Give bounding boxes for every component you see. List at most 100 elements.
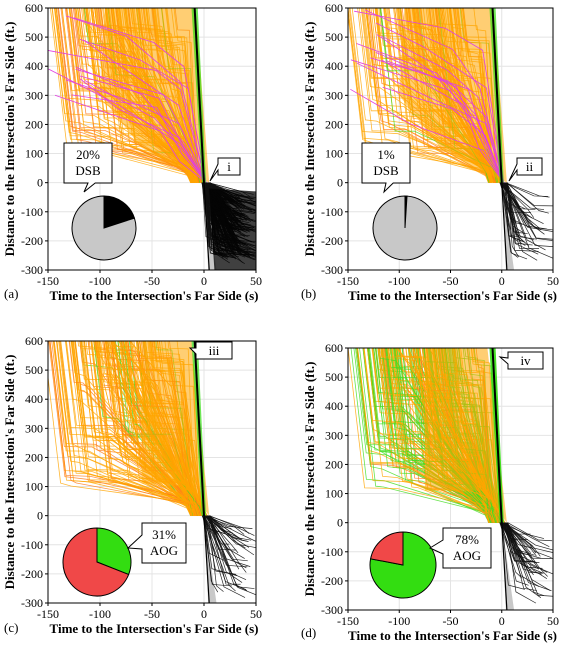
x-tick-label: -100 — [89, 607, 111, 621]
departure-wedge — [501, 522, 515, 610]
trajectory-line — [506, 522, 542, 559]
x-tick-label: 50 — [547, 614, 559, 628]
trajectory-line — [65, 79, 207, 183]
trajectory-layer — [48, 8, 256, 270]
y-tick-label: 100 — [25, 480, 43, 494]
pie-slice — [103, 195, 136, 229]
y-tick-label: 600 — [325, 1, 343, 15]
trajectory-line — [203, 515, 238, 577]
signal-line — [491, 348, 503, 523]
y-tick-label: 600 — [25, 1, 43, 15]
trajectory-line — [48, 68, 207, 183]
x-tick-label: -100 — [89, 274, 111, 288]
trajectory-line — [500, 522, 540, 563]
y-tick-label: 300 — [325, 428, 343, 442]
x-tick-label: -150 — [37, 607, 59, 621]
trajectory-band — [100, 8, 210, 183]
trajectory-band — [424, 348, 507, 523]
x-axis-label: Time to the Intersection's Far Side (s) — [50, 288, 259, 303]
pie-callout — [126, 522, 187, 564]
y-tick-label: -300 — [21, 263, 43, 277]
trajectory-layer — [348, 8, 553, 270]
trajectory-line — [506, 182, 553, 207]
y-tick-label: 300 — [25, 421, 43, 435]
trajectory-line — [350, 88, 505, 183]
trajectory-line — [504, 522, 553, 553]
trajectory-line — [48, 50, 207, 183]
trajectory-layer — [48, 341, 256, 603]
y-axis-label: Distance to the Intersection's Far Side … — [2, 22, 17, 257]
signal-line — [193, 341, 205, 516]
x-tick-label: -50 — [443, 614, 459, 628]
y-tick-label: -200 — [321, 574, 343, 588]
x-tick-label: -150 — [37, 274, 59, 288]
pie-label: DSB — [75, 163, 101, 178]
trajectory-line — [500, 182, 553, 231]
pie-label: 1% — [377, 147, 395, 162]
trajectory-line — [205, 515, 256, 548]
y-axis-label: Distance to the Intersection's Far Side … — [2, 355, 17, 590]
trajectory-line — [74, 341, 193, 516]
trajectory-line — [208, 515, 248, 542]
trajectory-line — [375, 22, 505, 183]
y-tick-label: 0 — [337, 516, 343, 530]
x-tick-label: -50 — [144, 607, 160, 621]
trajectory-line — [505, 182, 522, 242]
chart-panel: -150 -100 -50 0 50 -300 -200 -100 0 100 200 300 400 5… — [301, 1, 559, 303]
trajectory-line — [208, 515, 232, 529]
y-tick-label: -300 — [321, 263, 343, 277]
trajectory-line — [377, 348, 494, 523]
y-tick-label: 0 — [37, 176, 43, 190]
signal-line — [501, 182, 508, 270]
roman-label: i — [227, 159, 231, 174]
y-tick-label: -300 — [321, 603, 343, 617]
trajectory-line — [501, 522, 534, 576]
trajectory-line — [207, 515, 224, 592]
panel-label: (c) — [4, 620, 18, 635]
y-tick-label: -200 — [21, 567, 43, 581]
trajectory-line — [504, 522, 550, 548]
trajectory-line — [374, 8, 494, 183]
chart-panel: -150 -100 -50 0 50 -300 -200 -100 0 100 200 300 400 5… — [2, 1, 262, 303]
x-tick-label: -50 — [144, 274, 160, 288]
x-tick-label: -50 — [443, 274, 459, 288]
trajectory-line — [206, 515, 230, 545]
trajectory-line — [381, 35, 505, 183]
roman-callout — [188, 341, 233, 360]
trajectory-line — [203, 515, 236, 592]
trajectory-line — [503, 182, 553, 259]
trajectory-line — [202, 515, 232, 587]
roman-label: ii — [526, 159, 534, 174]
trajectory-line — [208, 515, 247, 573]
panel-label: (b) — [301, 286, 316, 301]
x-tick-label: -150 — [337, 274, 359, 288]
trajectory-line — [506, 182, 538, 261]
signal-line — [193, 8, 205, 183]
trajectory-line — [381, 348, 494, 523]
trajectory-band — [209, 188, 256, 270]
roman-callout — [498, 351, 544, 370]
trajectory-line — [504, 182, 540, 249]
trajectory-line — [79, 38, 207, 183]
x-tick-label: 0 — [499, 274, 505, 288]
y-tick-label: 600 — [325, 341, 343, 355]
trajectory-line — [506, 522, 537, 591]
trajectory-band — [141, 341, 210, 516]
signal-line — [501, 522, 508, 610]
trajectory-line — [209, 515, 255, 536]
trajectory-line — [501, 522, 529, 586]
roman-callout — [508, 157, 543, 182]
panel-label: (d) — [301, 625, 316, 640]
signal-line — [203, 515, 210, 603]
pie-label: 31% — [152, 527, 176, 542]
trajectory-line — [203, 515, 248, 568]
y-tick-label: 0 — [37, 509, 43, 523]
x-axis-label: Time to the Intersection's Far Side (s) — [348, 288, 557, 303]
y-tick-label: -100 — [321, 205, 343, 219]
trajectory-line — [356, 62, 505, 183]
trajectory-line — [381, 59, 505, 183]
x-tick-label: -100 — [388, 274, 410, 288]
trajectory-line — [66, 15, 207, 183]
x-tick-label: 0 — [201, 274, 207, 288]
y-tick-label: 300 — [325, 88, 343, 102]
